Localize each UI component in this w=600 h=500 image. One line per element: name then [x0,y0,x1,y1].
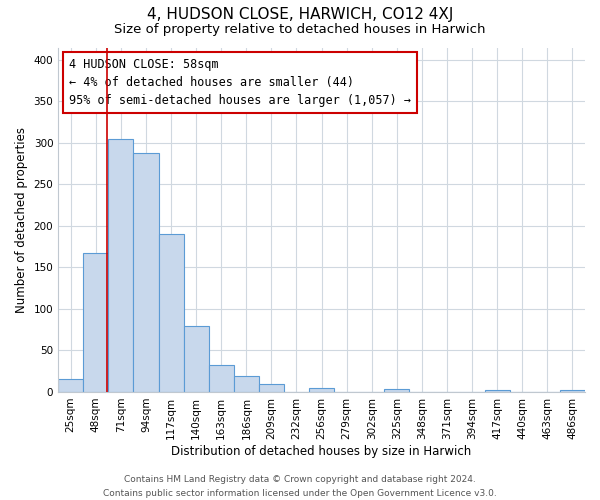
X-axis label: Distribution of detached houses by size in Harwich: Distribution of detached houses by size … [172,444,472,458]
Bar [209,366,234,392]
Bar [158,234,184,392]
Text: 4 HUDSON CLOSE: 58sqm
← 4% of detached houses are smaller (44)
95% of semi-detac: 4 HUDSON CLOSE: 58sqm ← 4% of detached h… [69,58,411,107]
Bar [560,390,585,392]
Bar [309,388,334,392]
Bar [234,376,259,392]
Bar [184,326,209,392]
Bar [58,378,83,392]
Bar [485,390,510,392]
Y-axis label: Number of detached properties: Number of detached properties [15,126,28,312]
Bar [259,384,284,392]
Bar [109,139,133,392]
Text: Contains HM Land Registry data © Crown copyright and database right 2024.
Contai: Contains HM Land Registry data © Crown c… [103,476,497,498]
Bar [83,254,109,392]
Text: 4, HUDSON CLOSE, HARWICH, CO12 4XJ: 4, HUDSON CLOSE, HARWICH, CO12 4XJ [147,8,453,22]
Text: Size of property relative to detached houses in Harwich: Size of property relative to detached ho… [114,22,486,36]
Bar [385,390,409,392]
Bar [133,153,158,392]
